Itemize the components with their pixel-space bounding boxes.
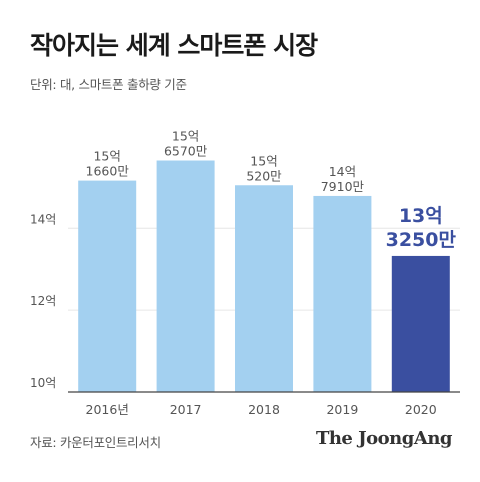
data-label: 7910만 (321, 179, 365, 194)
data-label: 14억 (329, 164, 356, 179)
x-tick-label: 2018 (248, 402, 280, 417)
bar-highlight (391, 255, 450, 392)
bar (235, 185, 293, 392)
source-note: 자료: 카운터포인트리서치 (30, 435, 161, 450)
data-label: 15억 (93, 149, 120, 164)
data-label: 15억 (250, 153, 277, 168)
data-label: 15억 (172, 128, 199, 143)
data-label: 1660만 (86, 164, 130, 179)
x-tick-label: 2020 (405, 402, 437, 417)
x-tick-label: 2016년 (86, 402, 129, 417)
bar (313, 195, 372, 392)
x-tick-label: 2017 (170, 402, 202, 417)
y-tick-label: 12억 (30, 294, 56, 308)
data-label: 6570만 (164, 143, 208, 158)
bar (156, 160, 215, 392)
x-tick-label: 2019 (326, 402, 358, 417)
y-tick-label: 10억 (30, 376, 56, 390)
data-label: 520만 (246, 168, 282, 183)
unit-note: 단위: 대, 스마트폰 출하량 기준 (30, 77, 187, 92)
brand-logo: The JoongAng (315, 428, 453, 449)
chart-title: 작아지는 세계 스마트폰 시장 (30, 31, 318, 60)
bar (78, 180, 137, 392)
y-tick-label: 14억 (30, 212, 56, 226)
data-label: 13억 (399, 205, 443, 227)
data-label: 3250만 (386, 229, 457, 251)
